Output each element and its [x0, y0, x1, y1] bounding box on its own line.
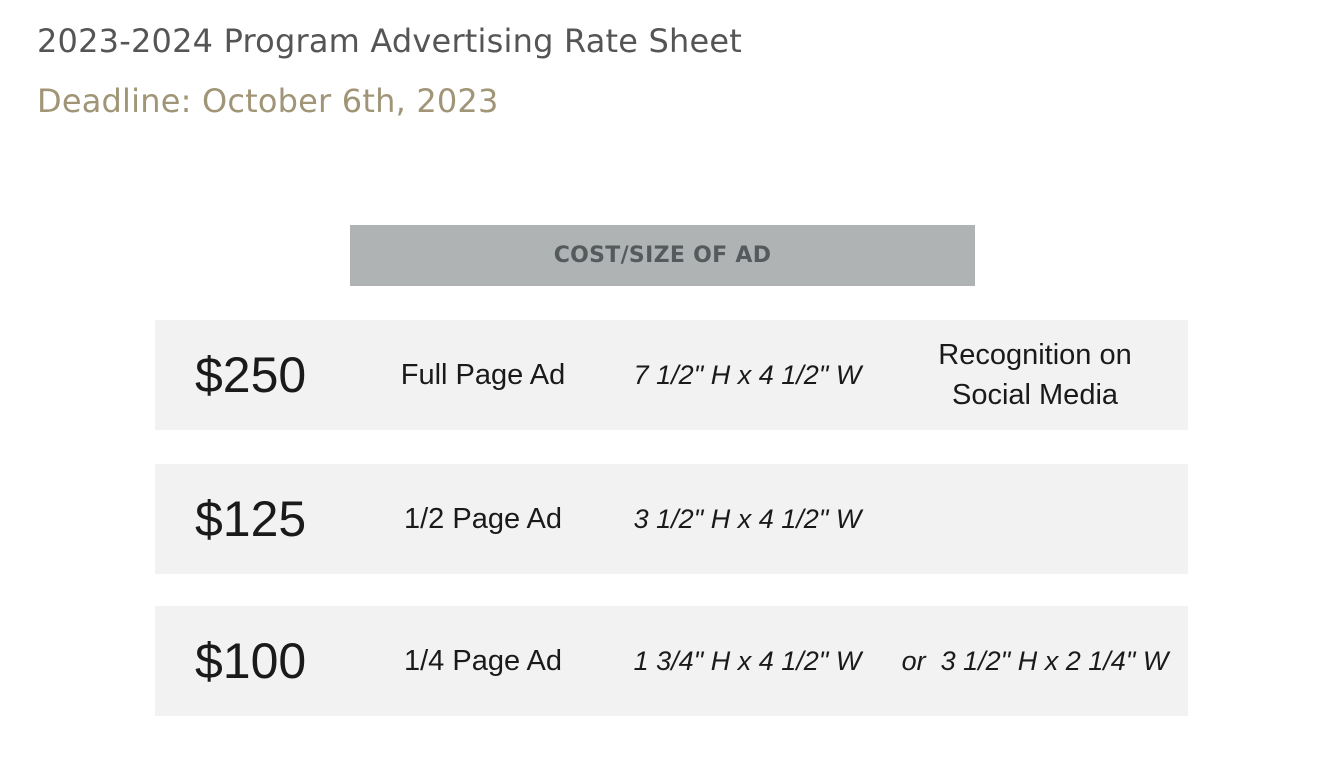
ad-type-cell: 1/4 Page Ad: [403, 644, 563, 677]
table-header-label: COST/SIZE OF AD: [553, 243, 772, 268]
rate-row-quarter-page: $100 1/4 Page Ad 1 3/4" H x 4 1/2" W or …: [155, 606, 1188, 716]
deadline-text: Deadline: October 6th, 2023: [37, 82, 499, 120]
dimensions-cell: 3 1/2" H x 4 1/2" W: [633, 503, 862, 534]
ad-type-cell: Full Page Ad: [400, 358, 566, 391]
alternate-dimensions-cell: or 3 1/2" H x 2 1/4" W: [901, 646, 1169, 676]
price-cell: $250: [195, 347, 307, 403]
extra-cell: [882, 464, 1188, 574]
price-cell: $125: [195, 491, 307, 547]
rate-row-full-page: $250 Full Page Ad 7 1/2" H x 4 1/2" W Re…: [155, 320, 1188, 430]
social-media-recognition: Recognition on Social Media: [938, 339, 1132, 411]
table-header-bar: COST/SIZE OF AD: [350, 225, 975, 286]
ad-type-cell: 1/2 Page Ad: [403, 502, 563, 535]
extra-cell: Recognition on Social Media: [882, 320, 1188, 430]
page-title: 2023-2024 Program Advertising Rate Sheet: [37, 22, 743, 60]
dimensions-cell: 1 3/4" H x 4 1/2" W: [633, 645, 862, 676]
price-cell: $100: [195, 633, 307, 689]
rate-row-half-page: $125 1/2 Page Ad 3 1/2" H x 4 1/2" W: [155, 464, 1188, 574]
dimensions-cell: 7 1/2" H x 4 1/2" W: [633, 359, 862, 390]
